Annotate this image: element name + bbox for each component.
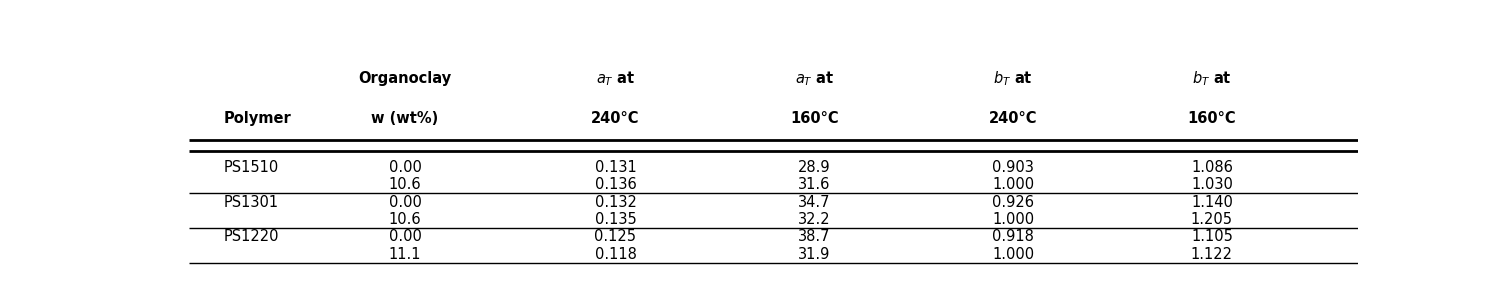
Text: 1.030: 1.030 <box>1191 177 1233 192</box>
Text: 31.9: 31.9 <box>798 247 830 261</box>
Text: w (wt%): w (wt%) <box>371 111 439 125</box>
Text: 0.926: 0.926 <box>991 195 1034 210</box>
Text: 0.118: 0.118 <box>595 247 637 261</box>
Text: 240°C: 240°C <box>592 111 640 125</box>
Text: 160°C: 160°C <box>791 111 839 125</box>
Text: 240°C: 240°C <box>988 111 1037 125</box>
Text: 1.086: 1.086 <box>1191 160 1233 175</box>
Text: 0.918: 0.918 <box>991 229 1034 244</box>
Text: 38.7: 38.7 <box>798 229 830 244</box>
Text: 0.131: 0.131 <box>595 160 637 175</box>
Text: PS1220: PS1220 <box>223 229 279 244</box>
Text: Organoclay: Organoclay <box>359 71 451 86</box>
Text: 0.00: 0.00 <box>388 229 421 244</box>
Text: 1.140: 1.140 <box>1191 195 1233 210</box>
Text: $a_T$ at: $a_T$ at <box>795 69 834 88</box>
Text: 0.135: 0.135 <box>595 212 637 227</box>
Text: 1.000: 1.000 <box>991 177 1034 192</box>
Text: 160°C: 160°C <box>1188 111 1236 125</box>
Text: 10.6: 10.6 <box>389 177 421 192</box>
Text: 1.105: 1.105 <box>1191 229 1233 244</box>
Text: 0.136: 0.136 <box>595 177 637 192</box>
Text: Polymer: Polymer <box>223 111 291 125</box>
Text: 0.125: 0.125 <box>595 229 637 244</box>
Text: $b_T$ at: $b_T$ at <box>993 69 1034 88</box>
Text: 1.000: 1.000 <box>991 212 1034 227</box>
Text: $b_T$ at: $b_T$ at <box>1192 69 1231 88</box>
Text: 32.2: 32.2 <box>798 212 830 227</box>
Text: 10.6: 10.6 <box>389 212 421 227</box>
Text: 1.205: 1.205 <box>1191 212 1233 227</box>
Text: 0.00: 0.00 <box>388 160 421 175</box>
Text: 34.7: 34.7 <box>798 195 830 210</box>
Text: 31.6: 31.6 <box>798 177 830 192</box>
Text: 1.000: 1.000 <box>991 247 1034 261</box>
Text: 28.9: 28.9 <box>798 160 830 175</box>
Text: 0.132: 0.132 <box>595 195 637 210</box>
Text: 0.903: 0.903 <box>991 160 1034 175</box>
Text: 1.122: 1.122 <box>1191 247 1233 261</box>
Text: PS1301: PS1301 <box>223 195 279 210</box>
Text: PS1510: PS1510 <box>223 160 279 175</box>
Text: 0.00: 0.00 <box>388 195 421 210</box>
Text: $a_T$ at: $a_T$ at <box>596 69 635 88</box>
Text: 11.1: 11.1 <box>389 247 421 261</box>
